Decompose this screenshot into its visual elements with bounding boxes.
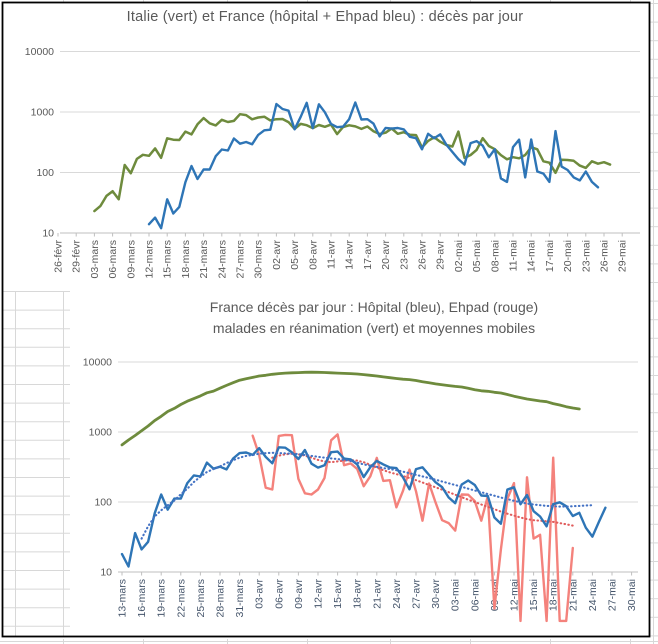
x-tick-label: 19-mars [156,579,168,618]
x-tick-label: 24-avr [391,579,403,609]
x-tick-label: 27-avr [411,579,423,609]
series-mm-ehpad [271,452,574,527]
y-tick-label: 1000 [31,107,55,119]
x-tick-label: 18-avr [352,579,364,609]
x-tick-label: 27-mai [607,579,619,611]
y-tick-label: 10 [42,228,54,240]
x-tick-label: 03-avr [254,579,266,609]
series-hopital [120,446,607,568]
x-tick-label: 12-mai [509,579,521,611]
x-tick-label: 24-mars [216,240,228,279]
x-tick-label: 28-mars [215,579,227,618]
chart-bottom[interactable]: 10000 1000 100 10 13-mars 16-mars 19-mars 22-ma… [83,357,638,623]
x-tick-label: 09-avr [293,579,305,609]
x-tick-label: 05-mai [471,240,483,272]
series-france-hopital-ehpad [147,101,600,230]
x-tick-label: 26-févr [53,240,65,273]
x-tick-label: 29-avr [435,240,447,270]
x-tick-label: 16-mars [136,579,148,618]
x-tick-label: 15-mai [528,579,540,611]
x-tick-label: 27-mars [235,240,247,279]
x-tick-label: 06-mars [107,240,119,279]
x-tick-label: 15-avr [332,579,344,609]
y-tick-label: 10000 [25,46,54,58]
x-tick-label: 17-avr [362,240,374,270]
x-tick-label: 11-mai [508,240,520,271]
x-ticks-and-labels: 26-févr 29-févr 03-mars 06-mars 09-mars 12-ma… [53,233,629,279]
x-tick-label: 03-mai [450,579,462,611]
chart-title-bottom-line1: France décès par jour : Hôpital (bleu), … [209,299,539,315]
x-tick-label: 14-mai [526,240,538,272]
x-tick-label: 20-avr [380,240,392,270]
x-tick-label: 21-avr [371,579,383,609]
x-tick-label: 22-mars [175,579,187,618]
x-tick-label: 05-avr [289,240,301,270]
x-tick-label: 12-avr [313,579,325,609]
x-tick-label: 09-mars [125,240,137,279]
y-tick-label: 1000 [89,427,113,439]
x-tick-label: 03-mars [89,240,101,279]
y-gridlines-and-labels: 10000 1000 100 10 [25,46,640,240]
x-tick-label: 24-mai [587,579,599,611]
x-tick-label: 18-mai [548,579,560,611]
y-tick-label: 100 [36,167,54,179]
x-tick-label: 02-mai [453,240,465,272]
y-tick-label: 100 [94,497,112,509]
x-tick-label: 06-mai [469,579,481,611]
y-tick-label: 10000 [83,357,112,369]
x-tick-label: 25-mars [195,579,207,618]
x-tick-label: 12-mars [144,240,156,279]
x-tick-label: 31-mars [234,579,246,618]
x-tick-label: 11-avr [326,239,338,268]
x-tick-label: 30-avr [430,579,442,609]
x-tick-label: 06-avr [273,579,285,609]
x-tick-label: 20-mai [562,240,574,272]
y-tick-label: 10 [100,567,112,579]
x-tick-label: 26-avr [417,240,429,270]
x-tick-label: 29-mai [617,240,629,272]
x-tick-label: 17-mai [544,240,556,272]
x-tick-label: 21-mars [198,240,210,279]
x-tick-label: 29-févr [71,240,83,273]
series-mm-hopital [140,451,594,540]
x-tick-label: 14-avr [344,240,356,270]
x-tick-label: 23-mai [580,240,592,272]
x-tick-label: 26-mai [599,240,611,272]
x-ticks-and-labels: 13-mars 16-mars 19-mars 22-mars 25-mars 28-ma… [117,572,638,618]
x-tick-label: 02-avr [271,240,283,270]
x-tick-label: 13-mars [117,579,129,618]
x-tick-label: 30-mars [253,240,265,279]
chart-title-top: Italie (vert) et France (hôpital + Ehpad… [126,9,524,25]
series-reanimation [120,370,581,447]
x-tick-label: 15-mars [162,240,174,279]
x-tick-label: 30-mai [626,579,638,611]
chart-title-bottom-line2: malades en réanimation (vert) et moyenne… [212,320,536,336]
series-italie [93,112,612,213]
x-tick-label: 08-mai [489,240,501,272]
chart-title-bottom: France décès par jour : Hôpital (bleu), … [100,297,648,339]
x-tick-label: 23-avr [398,240,410,270]
x-tick-label: 08-avr [307,240,319,270]
x-tick-label: 18-mars [180,240,192,279]
y-gridlines-and-labels: 10000 1000 100 10 [83,357,638,579]
screenshot-frame [1,1,651,638]
